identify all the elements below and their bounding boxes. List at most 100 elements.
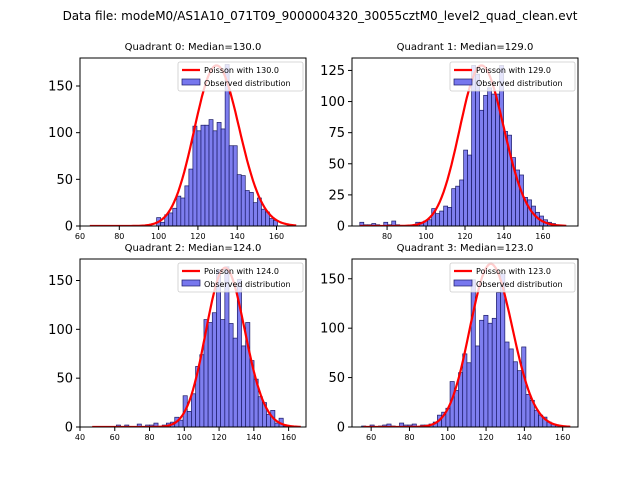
histogram-bar [504,341,510,427]
histogram-bar [274,422,280,427]
histogram-bar [435,213,441,226]
histogram-bar [495,93,500,226]
histogram-bar [228,323,234,427]
histogram-bar [216,269,221,427]
x-tick-label: 140 [496,232,511,241]
histogram-bars [359,64,567,226]
x-tick-label: 140 [230,232,245,241]
histogram-bar [188,168,194,226]
histogram-bar [241,345,247,427]
x-tick-label: 100 [418,232,433,241]
legend-box [449,61,576,92]
histogram-bar [517,370,523,427]
y-tick-label: 0 [65,220,73,235]
histogram-bar [252,202,258,226]
legend-bar-label: Observed distribution [476,280,563,289]
legend-bar-swatch [453,279,473,287]
subplot-title: Quadrant 2: Median=124.0 [125,243,262,254]
histogram-bar [519,174,524,226]
subplot-quadrant-1: Quadrant 1: Median=129.0 0 25 50 75 100 125 80 1… [320,42,579,241]
histogram-bar [244,190,250,226]
legend: Poisson with 129.0 Observed distribution [449,61,576,92]
x-tick-label: 60 [110,433,120,442]
poisson-curve [89,64,297,226]
legend-bar-swatch [453,78,473,86]
x-tick-label: 160 [555,433,570,442]
histogram-bar [527,199,532,226]
histogram-bar [240,175,246,226]
histogram-bar [479,319,485,427]
histogram-bar [178,419,184,427]
histogram-bar [459,179,464,226]
histogram-bar [427,219,433,226]
histogram-bar [487,87,492,226]
legend: Poisson with 124.0 Observed distribution [177,262,304,293]
poisson-curve [92,266,301,427]
y-tick-label: 25 [328,188,345,203]
histogram-bar [204,124,210,226]
y-tick-label: 150 [320,272,345,287]
histogram-bar [533,409,539,427]
histogram-bar [228,145,234,226]
axes-frame [79,258,307,428]
histogram-bar [487,322,493,427]
legend-bar-label: Observed distribution [476,79,563,88]
histogram-bar [467,154,472,226]
subplot-quadrant-0: Quadrant 0: Median=130.0 0 50 100 150 60 80 100… [48,42,307,241]
figure-suptitle: Data file: modeM0/AS1A10_071T09_90000043… [62,9,578,23]
histogram-bar [172,207,178,226]
legend-curve-label: Poisson with 130.0 [204,66,279,75]
histogram-bar [491,93,496,226]
legend-bar-label: Observed distribution [204,280,291,289]
subplot-quadrant-3: Quadrant 3: Median=123.0 0 50 100 150 60 80 100… [320,243,579,442]
y-tick-label: 50 [328,157,345,172]
x-tick-label: 140 [517,433,532,442]
y-tick-label: 0 [337,220,345,235]
x-tick-label: 120 [478,433,493,442]
histogram-bar [443,205,449,226]
histogram-bar [207,322,213,427]
x-tick-label: 40 [75,433,85,442]
histogram-bar [512,361,518,427]
y-tick-label: 100 [48,323,73,338]
histogram-bar [199,354,205,427]
y-tick-label: 100 [320,95,345,110]
histogram-bar [191,393,196,427]
histogram-bar [479,109,484,226]
axes-frame [351,258,579,428]
histogram-bars [92,266,301,427]
histogram-bar [248,192,254,226]
histogram-bar [208,119,214,226]
y-tick-label: 100 [48,126,73,141]
y-tick-label: 150 [48,80,73,95]
histogram-bar [483,94,488,226]
x-tick-label: 160 [269,232,284,241]
x-tick-label: 160 [281,433,296,442]
x-tick-label: 120 [211,433,226,442]
histogram-bar [496,292,501,427]
y-tick-label: 125 [320,64,345,79]
x-tick-label: 160 [535,232,550,241]
histogram-bar [236,174,242,226]
histogram-bar [232,337,238,427]
histogram-bar [186,411,192,427]
histogram-bar [475,73,480,226]
x-tick-label: 140 [246,433,261,442]
x-tick-label: 80 [404,433,414,442]
y-tick-label: 50 [56,173,73,188]
x-tick-label: 60 [75,232,85,241]
histogram-bar [466,362,472,427]
histogram-bar [176,195,182,226]
y-tick-label: 0 [65,421,73,436]
histogram-bar [474,345,480,427]
x-tick-label: 120 [190,232,205,241]
histogram-bar [447,206,453,226]
legend: Poisson with 123.0 Observed distribution [449,262,576,293]
legend-bar-swatch [181,78,201,86]
histogram-bar [521,346,527,427]
histogram-bar [200,124,206,226]
histogram-bar [439,210,445,226]
x-tick-label: 100 [440,433,455,442]
legend-bar-label: Observed distribution [204,79,291,88]
y-tick-label: 0 [337,421,345,436]
